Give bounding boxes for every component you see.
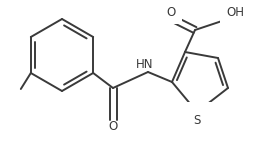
Text: S: S (193, 114, 201, 127)
Text: OH: OH (226, 5, 244, 18)
Text: O: O (108, 121, 118, 134)
Text: HN: HN (136, 57, 154, 70)
Text: O: O (166, 5, 176, 18)
